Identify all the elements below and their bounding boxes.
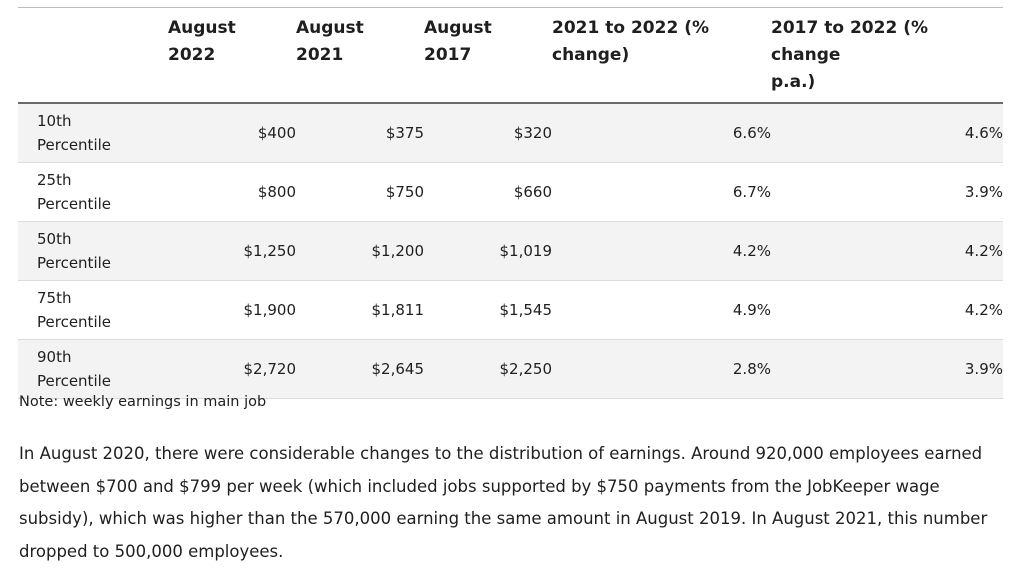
cell-aug-2017: $2,250 bbox=[424, 339, 552, 399]
row-label: 75th Percentile bbox=[18, 280, 168, 340]
body-paragraph: In August 2020, there were considerable … bbox=[19, 444, 988, 561]
table-row: 90th Percentile $2,720 $2,645 $2,250 2.8… bbox=[18, 339, 1003, 399]
cell-change-2017-2022: 4.6% bbox=[771, 103, 1003, 163]
cell-aug-2022: $800 bbox=[168, 162, 296, 222]
header-cell-august-2022: August 2022 bbox=[168, 7, 296, 104]
cell-aug-2017: $1,545 bbox=[424, 280, 552, 340]
row-label: 90th Percentile bbox=[18, 339, 168, 399]
cell-aug-2021: $2,645 bbox=[296, 339, 424, 399]
cell-aug-2017: $1,019 bbox=[424, 221, 552, 281]
row-label: 10th Percentile bbox=[18, 103, 168, 163]
row-label: 50th Percentile bbox=[18, 221, 168, 281]
table-row: 10th Percentile $400 $375 $320 6.6% 4.6% bbox=[18, 103, 1003, 163]
cell-change-2017-2022: 4.2% bbox=[771, 280, 1003, 340]
cell-aug-2022: $1,250 bbox=[168, 221, 296, 281]
header-cell-change-2017-2022: 2017 to 2022 (% change p.a.) bbox=[771, 7, 1003, 104]
cell-aug-2021: $1,811 bbox=[296, 280, 424, 340]
table-row: 25th Percentile $800 $750 $660 6.7% 3.9% bbox=[18, 162, 1003, 222]
cell-aug-2017: $660 bbox=[424, 162, 552, 222]
cell-change-2021-2022: 6.6% bbox=[552, 103, 771, 163]
cell-aug-2022: $2,720 bbox=[168, 339, 296, 399]
header-cell-change-2021-2022: 2021 to 2022 (% change) bbox=[552, 7, 771, 104]
cell-change-2021-2022: 4.2% bbox=[552, 221, 771, 281]
cell-change-2017-2022: 3.9% bbox=[771, 162, 1003, 222]
header-cell-august-2017: August 2017 bbox=[424, 7, 552, 104]
earnings-table-container: August 2022 August 2021 August 2017 2021… bbox=[18, 7, 1003, 399]
cell-aug-2021: $375 bbox=[296, 103, 424, 163]
cell-change-2021-2022: 4.9% bbox=[552, 280, 771, 340]
cell-change-2017-2022: 3.9% bbox=[771, 339, 1003, 399]
cell-aug-2021: $1,200 bbox=[296, 221, 424, 281]
header-cell-empty bbox=[18, 7, 168, 104]
cell-aug-2022: $400 bbox=[168, 103, 296, 163]
table-row: 50th Percentile $1,250 $1,200 $1,019 4.2… bbox=[18, 221, 1003, 281]
cell-aug-2021: $750 bbox=[296, 162, 424, 222]
cell-aug-2017: $320 bbox=[424, 103, 552, 163]
header-cell-august-2021: August 2021 bbox=[296, 7, 424, 104]
table-note: Note: weekly earnings in main job bbox=[19, 394, 267, 410]
table-header-row: August 2022 August 2021 August 2017 2021… bbox=[18, 7, 1003, 104]
cell-change-2021-2022: 2.8% bbox=[552, 339, 771, 399]
cell-change-2021-2022: 6.7% bbox=[552, 162, 771, 222]
table-row: 75th Percentile $1,900 $1,811 $1,545 4.9… bbox=[18, 280, 1003, 340]
cell-change-2017-2022: 4.2% bbox=[771, 221, 1003, 281]
earnings-percentile-table: August 2022 August 2021 August 2017 2021… bbox=[18, 7, 1003, 399]
row-label: 25th Percentile bbox=[18, 162, 168, 222]
cell-aug-2022: $1,900 bbox=[168, 280, 296, 340]
